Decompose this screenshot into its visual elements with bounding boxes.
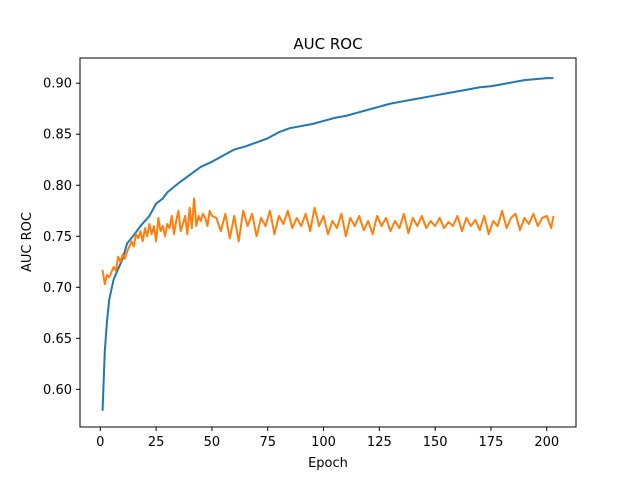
x-tick-label: 25 — [148, 435, 165, 450]
y-tick-label: 0.75 — [43, 230, 72, 245]
x-axis-label: Epoch — [308, 456, 348, 471]
series-line-1 — [101, 77, 554, 411]
y-axis-ticks: 0.60 0.65 0.70 0.75 0.80 0.85 0.90 — [43, 77, 80, 398]
plot-frame — [79, 57, 577, 428]
x-tick-label: 75 — [259, 435, 276, 450]
x-tick-label: 50 — [204, 435, 221, 450]
x-tick-label: 150 — [423, 435, 448, 450]
series-layer — [101, 77, 555, 411]
y-tick-label: 0.85 — [43, 128, 72, 143]
x-tick-label: 200 — [534, 435, 559, 450]
x-tick-label: 175 — [479, 435, 504, 450]
x-tick-label: 125 — [367, 435, 392, 450]
x-tick-label: 0 — [96, 435, 104, 450]
y-tick-label: 0.80 — [43, 179, 72, 194]
y-tick-label: 0.60 — [43, 383, 72, 398]
y-tick-label: 0.65 — [43, 332, 72, 347]
y-tick-label: 0.70 — [43, 281, 72, 296]
x-tick-label: 100 — [311, 435, 336, 450]
x-axis-ticks: 0 25 50 75 100 125 150 175 200 — [96, 427, 559, 450]
chart-title: AUC ROC — [293, 35, 362, 53]
y-tick-label: 0.90 — [43, 77, 72, 92]
y-axis-label: AUC ROC — [20, 212, 35, 272]
series-line-2 — [101, 197, 555, 286]
